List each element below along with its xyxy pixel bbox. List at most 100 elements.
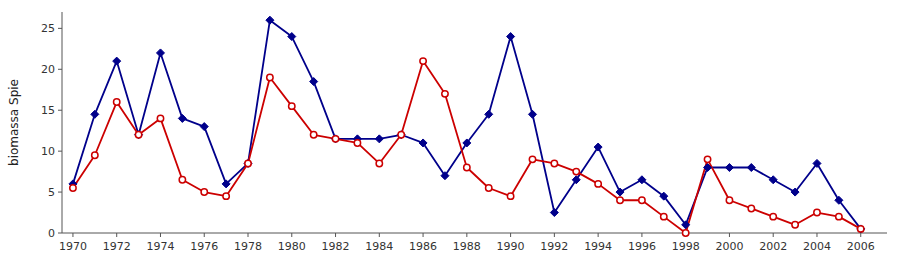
x-tick [423,233,424,237]
y-tick-label: 10 [41,145,55,158]
y-tick [58,28,62,29]
y-tick [58,110,62,111]
circle-marker [595,181,601,187]
circle-marker [529,156,535,162]
diamond-marker [113,57,121,65]
circle-marker [551,160,557,166]
circle-marker [792,222,798,228]
x-tick [204,233,205,237]
diamond-marker [332,135,340,143]
circle-marker [114,99,120,105]
y-tick-label: 25 [41,22,55,35]
series-line [73,20,861,229]
series-line [73,61,861,233]
circle-marker [223,193,229,199]
plot-area [69,16,865,236]
circle-marker [245,160,251,166]
diamond-marker [572,176,580,184]
circle-marker [726,197,732,203]
x-tick [641,233,642,237]
diamond-marker [91,110,99,118]
diamond-marker [485,110,493,118]
y-tick-label: 20 [41,63,55,76]
diamond-marker [725,164,733,172]
circle-marker [486,185,492,191]
diamond-marker [857,225,865,233]
diamond-marker [288,33,296,41]
y-tick [58,151,62,152]
circle-marker [376,160,382,166]
circle-marker [464,164,470,170]
circle-marker [704,156,710,162]
diamond-marker [616,188,624,196]
circle-marker [770,213,776,219]
x-tick [379,233,380,237]
y-axis-line [62,12,63,233]
diamond-marker [835,196,843,204]
circle-marker [92,152,98,158]
diamond-marker [791,188,799,196]
x-tick [335,233,336,237]
diamond-marker [747,164,755,172]
x-tick-label: 1972 [103,240,131,253]
circle-marker [858,226,864,232]
diamond-marker [266,16,274,24]
y-tick [58,233,62,234]
diamond-marker [156,49,164,57]
x-tick-label: 1982 [322,240,350,253]
x-tick [116,233,117,237]
diamond-marker [682,221,690,229]
x-tick-label: 1988 [453,240,481,253]
y-axis-label: biomassa Spie [7,79,21,166]
x-tick [816,233,817,237]
circle-marker [661,213,667,219]
diamond-marker [178,114,186,122]
x-tick-label: 1976 [190,240,218,253]
x-tick [773,233,774,237]
diamond-marker [660,192,668,200]
diamond-marker [441,172,449,180]
x-tick-label: 1994 [584,240,612,253]
circle-marker [179,177,185,183]
diamond-marker [222,180,230,188]
x-tick-label: 1996 [628,240,656,253]
circle-marker [157,115,163,121]
x-tick [160,233,161,237]
x-tick-label: 1990 [497,240,525,253]
x-tick [248,233,249,237]
diamond-marker [704,164,712,172]
circle-marker [398,132,404,138]
diamond-marker [200,123,208,131]
circle-marker [70,185,76,191]
circle-marker [354,140,360,146]
circle-marker [442,91,448,97]
circle-marker [639,197,645,203]
diamond-marker [550,209,558,217]
diamond-marker [594,143,602,151]
x-tick-label: 2002 [759,240,787,253]
x-tick [729,233,730,237]
circle-marker [135,132,141,138]
x-tick-label: 1970 [59,240,87,253]
y-tick [58,192,62,193]
diamond-marker [507,33,515,41]
x-tick [510,233,511,237]
diamond-marker [419,139,427,147]
diamond-marker [463,139,471,147]
circle-marker [310,132,316,138]
y-tick-label: 0 [48,227,55,240]
y-tick-label: 5 [48,186,55,199]
x-tick [554,233,555,237]
x-tick-label: 1984 [365,240,393,253]
diamond-marker [813,159,821,167]
circle-marker [836,213,842,219]
circle-marker [507,193,513,199]
diamond-marker [310,78,318,86]
x-tick-label: 1974 [146,240,174,253]
circle-marker [682,230,688,236]
y-tick-label: 15 [41,104,55,117]
circle-marker [201,189,207,195]
x-tick-label: 1998 [672,240,700,253]
x-tick-label: 2004 [803,240,831,253]
x-tick [466,233,467,237]
